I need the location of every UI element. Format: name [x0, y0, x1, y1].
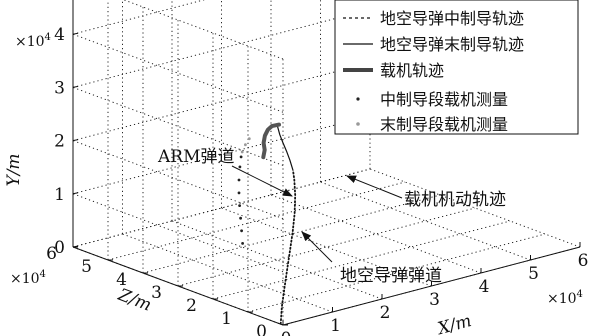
z-tick-label: 6 [46, 244, 57, 264]
series-3-marker [240, 229, 244, 233]
grid-line-floor-z [212, 220, 511, 300]
grid-line-back-y [72, 62, 371, 142]
grid-line-floor-x [171, 220, 383, 300]
grid-line-floor-z [177, 207, 476, 287]
legend-swatch-mid-measure [356, 97, 360, 101]
z-axis-title: Z/m [115, 285, 155, 316]
series-1-line [277, 126, 294, 171]
x-exponent-label: ×104 [547, 289, 583, 307]
series-3-marker [241, 242, 245, 245]
y-tick-mark [72, 32, 79, 35]
z-exponent-label: ×104 [10, 269, 46, 287]
grid-line-back-y [72, 8, 371, 88]
axes [72, 0, 581, 326]
z-tick-label: 2 [186, 296, 197, 316]
y-tick-mark [72, 192, 79, 195]
grid-line-back-y [72, 0, 205, 35]
z-tick-label: 4 [116, 270, 127, 290]
grid-line-floor-z [142, 194, 441, 274]
x-tick-label: 3 [429, 290, 440, 310]
x-tick-label: 1 [330, 316, 341, 336]
series-3-marker [239, 216, 243, 220]
y-tick-label: 0 [54, 238, 65, 258]
legend: 地空导弹中制导轨迹 地空导弹末制导轨迹 载机轨迹 中制导段载机测量 末制导段载机… [334, 0, 579, 135]
y-tick-label: 1 [54, 185, 65, 205]
legend-swatch-terminal-measure [356, 122, 360, 126]
annotation-sam-trajectory-arrow [301, 231, 333, 263]
series-0-line [279, 169, 297, 325]
annotation-aircraft-maneuver-arrow [346, 175, 403, 199]
series-3-marker [238, 204, 242, 208]
series-3-marker [239, 155, 243, 159]
legend-label-terminal-measure: 末制导段载机测量 [380, 115, 508, 134]
y-tick-mark [72, 139, 79, 142]
plot-area [237, 122, 297, 325]
grid-line-back-y [72, 115, 371, 195]
x-axis-title: X/m [434, 311, 474, 336]
x-tick-label: 4 [479, 277, 490, 297]
x-tick-label: 2 [380, 303, 391, 323]
annotation-sam-trajectory: 地空导弹弹道 [340, 266, 442, 286]
annotation-arm: ARM弹道 [157, 147, 234, 167]
z-tick-label: 0 [256, 322, 267, 336]
x-tick-label: 6 [578, 251, 589, 271]
y-tick-label: 3 [54, 78, 65, 98]
annotation-aircraft-maneuver: 载机机动轨迹 [404, 190, 506, 210]
annotation-arm-arrow [231, 165, 293, 197]
y-tick-label: 2 [54, 132, 65, 152]
series-4-marker [247, 137, 251, 141]
y-tick-mark [72, 245, 79, 248]
series-4-marker [244, 143, 247, 147]
grid-line-back-y [72, 168, 371, 248]
series-3-marker [237, 178, 241, 182]
tick-labels: 01234560123456012345Y/mZ/mX/m×104×104×10… [4, 25, 589, 336]
grid-line-floor-z [107, 181, 406, 261]
z-tick-label: 5 [81, 257, 92, 277]
series-2-line [261, 122, 281, 160]
series-3-marker [238, 165, 242, 169]
legend-label-midcourse: 地空导弹中制导轨迹 [380, 9, 524, 28]
legend-label-mid-measure: 中制导段载机测量 [380, 90, 508, 109]
y-axis-title: Y/m [4, 153, 24, 186]
legend-label-aircraft: 载机轨迹 [380, 61, 444, 80]
legend-box [334, 0, 579, 135]
grid-line-floor-z [247, 233, 546, 313]
x-tick-label: 0 [281, 329, 292, 336]
z-tick-label: 3 [151, 283, 162, 303]
series-3-marker [237, 191, 241, 195]
legend-label-terminal: 地空导弹末制导轨迹 [380, 35, 524, 54]
y-tick-mark [72, 85, 79, 88]
z-tick-label: 1 [221, 309, 232, 329]
y-tick-label: 4 [54, 25, 65, 45]
series-4-marker [240, 150, 244, 154]
y-exponent-label: ×104 [15, 32, 51, 50]
annotations: ARM弹道 载机机动轨迹 地空导弹弹道 [157, 147, 506, 286]
x-tick-label: 5 [528, 264, 539, 284]
